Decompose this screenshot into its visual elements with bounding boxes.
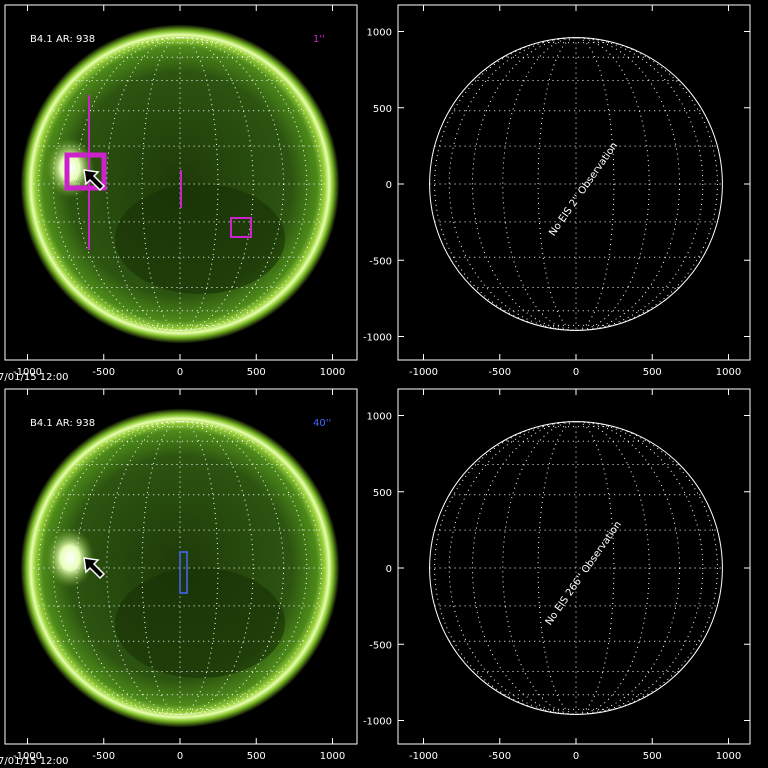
dark-region xyxy=(115,184,285,294)
x-tick-label: -1000 xyxy=(13,751,42,762)
panel: -1000 -500 0 500 1000 1000 500 0 -500 -1000 No EIS… xyxy=(363,388,751,762)
raster-box xyxy=(64,152,107,191)
meridian xyxy=(106,37,254,331)
y-tick-label: 0 xyxy=(386,564,392,575)
raster-box xyxy=(179,551,188,594)
x-tick-label: 500 xyxy=(643,751,662,762)
panel-label: B4.1 AR: 938 xyxy=(30,34,95,45)
meridian xyxy=(38,37,322,331)
no-observation-message: No EIS 2'' Observation xyxy=(547,141,620,239)
x-tick-label: 1000 xyxy=(716,751,741,762)
meridian xyxy=(141,37,219,331)
y-tick-label: -500 xyxy=(369,256,392,267)
pointer-arrow xyxy=(83,169,106,192)
panel: -1000 -500 0 500 1000 1000 500 0 -500 -1000 No EIS… xyxy=(363,4,751,378)
x-tick-label: 0 xyxy=(177,367,183,378)
meridian xyxy=(471,421,681,715)
meridian xyxy=(38,421,322,715)
y-tick-label: 1000 xyxy=(367,28,392,39)
x-tick-label: 1000 xyxy=(716,367,741,378)
y-tick-label: -500 xyxy=(369,640,392,651)
x-tick-label: -500 xyxy=(488,367,511,378)
meridian xyxy=(75,37,285,331)
timestamp: 7/01/15 12:00 xyxy=(0,372,69,383)
frame xyxy=(397,388,751,745)
x-tick-label: 500 xyxy=(247,751,266,762)
x-tick-label: -1000 xyxy=(13,367,42,378)
panel-label: B4.1 AR: 938 xyxy=(30,418,95,429)
x-tick-label: 1000 xyxy=(320,367,345,378)
raster-box xyxy=(230,217,252,238)
y-tick-label: -1000 xyxy=(363,717,392,728)
meridian xyxy=(448,37,704,331)
active-region xyxy=(46,528,94,588)
meridian xyxy=(537,37,615,331)
sun-limb xyxy=(429,421,723,715)
x-tick-label: 0 xyxy=(177,751,183,762)
x-tick-label: 500 xyxy=(247,367,266,378)
x-tick-label: 0 xyxy=(573,367,579,378)
meridian xyxy=(448,421,704,715)
frame xyxy=(4,388,358,745)
frame xyxy=(4,4,358,361)
x-tick-label: 1000 xyxy=(320,751,345,762)
y-tick-label: 1000 xyxy=(367,412,392,423)
slit-label: 1'' xyxy=(313,34,325,45)
y-tick-label: 500 xyxy=(373,488,392,499)
meridian xyxy=(502,37,650,331)
meridian xyxy=(434,37,718,331)
x-tick-label: 500 xyxy=(643,367,662,378)
x-tick-label: -500 xyxy=(488,751,511,762)
y-tick-label: -1000 xyxy=(363,333,392,344)
dark-region xyxy=(115,568,285,678)
x-tick-label: -500 xyxy=(92,751,115,762)
y-tick-label: 500 xyxy=(373,104,392,115)
x-tick-label: -1000 xyxy=(409,751,438,762)
meridian xyxy=(502,421,650,715)
pointer-arrow xyxy=(83,557,106,580)
x-tick-label: -1000 xyxy=(409,367,438,378)
panel: -1000 -500 0 500 1000 B4.1 AR: 938 40'' 7/01/15… xyxy=(0,388,358,767)
x-tick-label: 0 xyxy=(573,751,579,762)
meridian xyxy=(434,421,718,715)
frame xyxy=(397,4,751,361)
meridian xyxy=(141,421,219,715)
meridian xyxy=(52,421,308,715)
meridian xyxy=(471,37,681,331)
slit-label: 40'' xyxy=(313,418,331,429)
panels: -1000 -500 0 500 1000 B4.1 AR: 938 1'' 7/01/15 … xyxy=(0,4,751,767)
meridian xyxy=(537,421,615,715)
no-observation-message: No EIS 266'' Observation xyxy=(544,519,624,627)
meridian xyxy=(52,37,308,331)
meridian xyxy=(75,421,285,715)
x-tick-label: -500 xyxy=(92,367,115,378)
timestamp: 7/01/15 12:00 xyxy=(0,756,69,767)
y-tick-label: 0 xyxy=(386,180,392,191)
sun-limb xyxy=(429,37,723,331)
panel: -1000 -500 0 500 1000 B4.1 AR: 938 1'' 7/01/15 … xyxy=(0,4,358,383)
meridian xyxy=(106,421,254,715)
